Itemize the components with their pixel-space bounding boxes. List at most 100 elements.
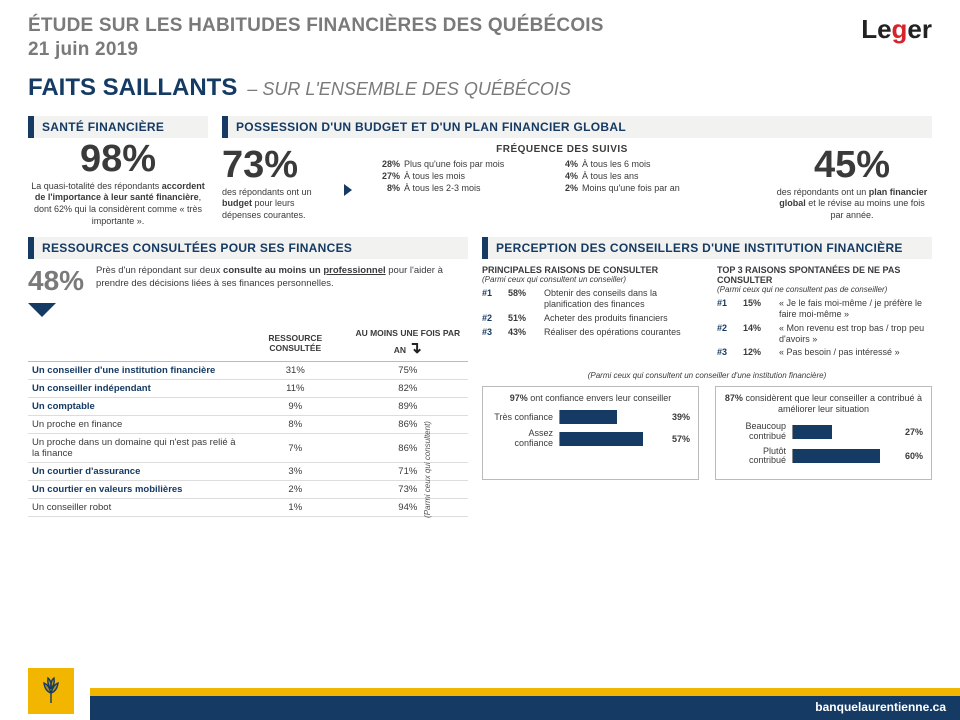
chart-confidence-title: 97% ont confiance envers leur conseiller	[491, 393, 690, 404]
bank-logo	[28, 668, 74, 714]
chart-contribution: 87% considèrent que leur conseiller a co…	[715, 386, 932, 480]
bar-perception: PERCEPTION DES CONSEILLERS D'UNE INSTITU…	[482, 237, 932, 259]
freq-pct: 27%	[364, 171, 400, 181]
pct-73: 73%	[222, 144, 332, 187]
resource-v2: 73%	[348, 481, 468, 499]
bar-label: Très confiance	[491, 413, 553, 423]
rank-num: #2	[482, 313, 502, 323]
subheader-bold: FAITS SAILLANTS	[28, 74, 237, 102]
resource-label: Un conseiller robot	[28, 499, 243, 517]
resource-v2: 86%	[348, 416, 468, 434]
col-perception: PERCEPTION DES CONSEILLERS D'UNE INSTITU…	[482, 237, 932, 517]
resource-label: Un conseiller indépendant	[28, 380, 243, 398]
rank-num: #1	[717, 298, 737, 308]
freq-pct: 4%	[548, 159, 578, 169]
bar-value: 27%	[905, 427, 923, 437]
perception-cols: PRINCIPALES RAISONS DE CONSULTER (Parmi …	[482, 265, 932, 361]
bar-track	[792, 449, 895, 463]
bar-budget: POSSESSION D'UN BUDGET ET D'UN PLAN FINA…	[222, 116, 932, 138]
bar-resources: RESSOURCES CONSULTÉES POUR SES FINANCES	[28, 237, 468, 259]
resource-label: Un proche dans un domaine qui n'est pas …	[28, 434, 243, 463]
resources-table: RESSOURCE CONSULTÉE AU MOINS UNE FOIS PA…	[28, 325, 468, 517]
table-row: Un conseiller d'une institution financiè…	[28, 362, 468, 380]
pct48-block: 48%	[28, 265, 84, 317]
resource-v1: 9%	[243, 398, 348, 416]
logo-red: g	[892, 14, 908, 44]
header: ÉTUDE SUR LES HABITUDES FINANCIÈRES DES …	[0, 0, 960, 68]
resource-v2: 82%	[348, 380, 468, 398]
resource-label: Un comptable	[28, 398, 243, 416]
reasons-consult: PRINCIPALES RAISONS DE CONSULTER (Parmi …	[482, 265, 697, 361]
bar-row: Beaucoup contribué 27%	[724, 422, 923, 442]
col-resources: RESSOURCES CONSULTÉES POUR SES FINANCES …	[28, 237, 468, 517]
bar-value: 60%	[905, 451, 923, 461]
leaf-icon	[35, 675, 67, 707]
freq-label: À tous les 2-3 mois	[404, 183, 544, 193]
row2: RESSOURCES CONSULTÉES POUR SES FINANCES …	[0, 227, 960, 517]
rank-pct: 15%	[743, 298, 773, 308]
arrow-right-icon	[344, 184, 352, 196]
header-title: ÉTUDE SUR LES HABITUDES FINANCIÈRES DES …	[28, 14, 604, 62]
desc-73: des répondants ont un budget pour leurs …	[222, 187, 332, 222]
rank-label: Acheter des produits financiers	[544, 313, 697, 324]
bar-value: 57%	[672, 434, 690, 444]
freq-pct: 4%	[548, 171, 578, 181]
freq-pct: 8%	[364, 183, 400, 193]
freq-pct: 28%	[364, 159, 400, 169]
resource-v1: 3%	[243, 463, 348, 481]
freq-label: À tous les 6 mois	[582, 159, 722, 169]
th-once: AU MOINS UNE FOIS PAR AN ↴	[348, 325, 468, 362]
rank-row: #3 43% Réaliser des opérations courantes	[482, 327, 697, 338]
curve-arrow-icon: ↴	[408, 340, 421, 357]
rank-pct: 51%	[508, 313, 538, 323]
rank-label: Obtenir des conseils dans la planificati…	[544, 288, 697, 310]
bar-track	[792, 425, 895, 439]
subheader: FAITS SAILLANTS – SUR L'ENSEMBLE DES QUÉ…	[0, 68, 960, 110]
footer-navy-bar: banquelaurentienne.ca	[90, 696, 960, 720]
footer: banquelaurentienne.ca	[0, 688, 960, 720]
resource-v2: 86%	[348, 434, 468, 463]
rank-label: « Pas besoin / pas intéressé »	[779, 347, 932, 358]
pct-45: 45%	[772, 144, 932, 187]
bar-label: Assez confiance	[491, 429, 553, 449]
chart-contribution-title: 87% considèrent que leur conseiller a co…	[724, 393, 923, 416]
rank-row: #2 14% « Mon revenu est trop bas / trop …	[717, 323, 932, 345]
triangle-down-icon	[28, 303, 56, 317]
subheader-italic: – SUR L'ENSEMBLE DES QUÉBÉCOIS	[247, 79, 571, 100]
rank-label: Réaliser des opérations courantes	[544, 327, 697, 338]
desc-45: des répondants ont un plan financier glo…	[772, 187, 932, 222]
bar-row: Plutôt contribué 60%	[724, 447, 923, 467]
resources-desc: Près d'un répondant sur deux consulte au…	[96, 265, 468, 290]
rank-label: « Mon revenu est trop bas / trop peu d'a…	[779, 323, 932, 345]
resource-v1: 11%	[243, 380, 348, 398]
sante-pct: 98%	[28, 138, 208, 181]
freq-grid: 28% Plus qu'une fois par mois 4% À tous …	[364, 159, 760, 193]
bar-track	[559, 410, 662, 424]
resources-top: 48% Près d'un répondant sur deux consult…	[28, 265, 468, 317]
bar-label: Plutôt contribué	[724, 447, 786, 467]
logo-part1: Le	[861, 14, 891, 44]
rank-row: #1 15% « Je le fais moi-même / je préfèr…	[717, 298, 932, 320]
resource-v2: 89%	[348, 398, 468, 416]
bar-fill	[793, 449, 880, 463]
bar-sante: SANTÉ FINANCIÈRE	[28, 116, 208, 138]
mini-charts: 97% ont confiance envers leur conseiller…	[482, 386, 932, 480]
bar-fill	[560, 432, 643, 446]
resource-v2: 71%	[348, 463, 468, 481]
mini-subtitle: (Parmi ceux qui consultent un conseiller…	[482, 371, 932, 380]
bar-value: 39%	[672, 412, 690, 422]
rank-num: #3	[482, 327, 502, 337]
table-row: Un conseiller indépendant 11% 82%	[28, 380, 468, 398]
resource-label: Un courtier d'assurance	[28, 463, 243, 481]
resource-v1: 8%	[243, 416, 348, 434]
bar-label: Beaucoup contribué	[724, 422, 786, 442]
pct-48: 48%	[28, 265, 84, 297]
rank-num: #1	[482, 288, 502, 298]
resource-v1: 2%	[243, 481, 348, 499]
rank-num: #3	[717, 347, 737, 357]
freq-pct: 2%	[548, 183, 578, 193]
reasons-not-h: TOP 3 RAISONS SPONTANÉES DE NE PAS CONSU…	[717, 265, 932, 285]
resource-label: Un courtier en valeurs mobilières	[28, 481, 243, 499]
resource-v1: 7%	[243, 434, 348, 463]
bar-row: Assez confiance 57%	[491, 429, 690, 449]
